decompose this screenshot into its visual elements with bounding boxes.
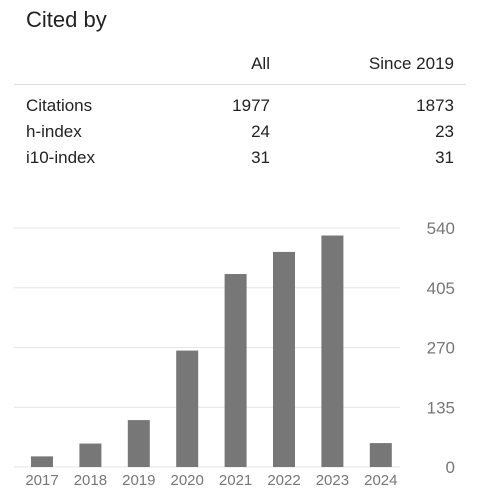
citations-all: 1977 <box>232 96 270 115</box>
x-tick-label: 2024 <box>364 472 397 489</box>
x-tick-label: 2022 <box>267 472 300 489</box>
bar-2023[interactable] <box>321 235 344 467</box>
table-row: i10-index 31 31 <box>14 145 466 171</box>
y-tick-label: 0 <box>446 458 455 477</box>
x-tick-label: 2019 <box>122 472 155 489</box>
citations-since: 1873 <box>416 96 454 115</box>
bar-2017[interactable] <box>31 456 53 467</box>
row-label-citations[interactable]: Citations <box>26 96 93 115</box>
table-header-row: All Since 2019 <box>14 44 466 85</box>
row-label-h-index[interactable]: h-index <box>26 122 82 141</box>
x-tick-label: 2023 <box>316 472 349 489</box>
i10-index-since: 31 <box>435 148 454 167</box>
i10-index-all: 31 <box>251 148 270 167</box>
y-tick-label: 540 <box>427 219 455 238</box>
bar-2020[interactable] <box>176 350 199 467</box>
bar-2024[interactable] <box>369 443 392 467</box>
page-title: Cited by <box>26 7 107 32</box>
bar-2018[interactable] <box>79 443 102 467</box>
x-tick-label: 2017 <box>25 472 58 489</box>
y-tick-label: 405 <box>427 279 455 298</box>
y-tick-label: 270 <box>427 339 455 358</box>
table-row: Citations 1977 1873 <box>14 85 466 120</box>
header-label <box>14 44 180 85</box>
bar-2019[interactable] <box>127 420 150 467</box>
y-tick-label: 135 <box>427 398 455 417</box>
row-label-i10-index[interactable]: i10-index <box>26 148 95 167</box>
bar-2022[interactable] <box>273 251 295 467</box>
x-tick-label: 2020 <box>171 472 204 489</box>
h-index-all: 24 <box>251 122 270 141</box>
x-tick-label: 2018 <box>74 472 107 489</box>
h-index-since: 23 <box>435 122 454 141</box>
citations-per-year-chart: 0 135 270 405 540 2017 2018 2019 2020 2021 2022 202… <box>14 219 455 489</box>
header-since[interactable]: Since 2019 <box>270 44 466 85</box>
header-all[interactable]: All <box>180 44 270 85</box>
table-row: h-index 24 23 <box>14 119 466 145</box>
citation-stats-table: All Since 2019 Citations 1977 1873 h-ind… <box>14 44 466 171</box>
x-tick-label: 2021 <box>219 472 252 489</box>
bar-2021[interactable] <box>224 274 247 467</box>
